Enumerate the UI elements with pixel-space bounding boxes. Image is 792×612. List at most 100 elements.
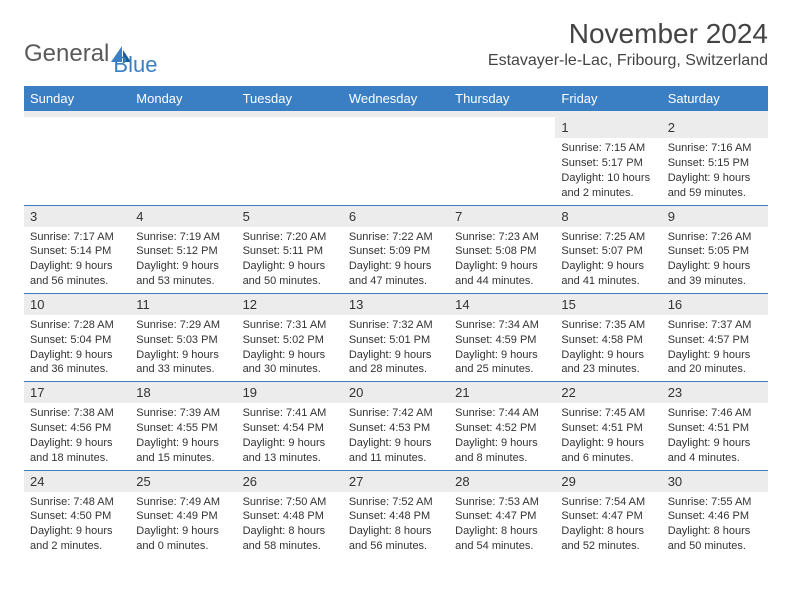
sunset-text: Sunset: 4:52 PM [455, 421, 549, 436]
day-details: Sunrise: 7:38 AMSunset: 4:56 PMDaylight:… [24, 403, 130, 469]
day-cell: 2 Sunrise: 7:16 AMSunset: 5:15 PMDaylight… [662, 117, 768, 205]
sunrise-text: Sunrise: 7:42 AM [349, 406, 443, 421]
daylight-text: Daylight: 9 hours and 30 minutes. [243, 348, 337, 378]
sunset-text: Sunset: 5:15 PM [668, 156, 762, 171]
day-details: Sunrise: 7:23 AMSunset: 5:08 PMDaylight:… [449, 227, 555, 293]
day-number: 14 [449, 294, 555, 315]
day-cell: 10Sunrise: 7:28 AMSunset: 5:04 PMDayligh… [24, 293, 130, 381]
day-cell [24, 117, 130, 205]
day-details: Sunrise: 7:34 AMSunset: 4:59 PMDaylight:… [449, 315, 555, 381]
day-number: 18 [130, 382, 236, 403]
sunset-text: Sunset: 5:07 PM [561, 244, 655, 259]
sunrise-text: Sunrise: 7:15 AM [561, 141, 655, 156]
sunset-text: Sunset: 4:51 PM [561, 421, 655, 436]
weekday-header: Monday [130, 86, 236, 111]
sunrise-text: Sunrise: 7:55 AM [668, 495, 762, 510]
day-details: Sunrise: 7:26 AMSunset: 5:05 PMDaylight:… [662, 227, 768, 293]
day-cell: 20Sunrise: 7:42 AMSunset: 4:53 PMDayligh… [343, 382, 449, 470]
sunset-text: Sunset: 5:09 PM [349, 244, 443, 259]
day-cell: 13Sunrise: 7:32 AMSunset: 5:01 PMDayligh… [343, 293, 449, 381]
weekday-header: Saturday [662, 86, 768, 111]
sunset-text: Sunset: 4:54 PM [243, 421, 337, 436]
day-number: 12 [237, 294, 343, 315]
day-number: 29 [555, 471, 661, 492]
sunset-text: Sunset: 5:01 PM [349, 333, 443, 348]
day-cell: 27Sunrise: 7:52 AMSunset: 4:48 PMDayligh… [343, 470, 449, 558]
day-cell [130, 117, 236, 205]
sunset-text: Sunset: 5:05 PM [668, 244, 762, 259]
sunset-text: Sunset: 5:08 PM [455, 244, 549, 259]
day-cell [237, 117, 343, 205]
calendar-body: 1Sunrise: 7:15 AMSunset: 5:17 PMDaylight… [24, 117, 768, 558]
day-number: 26 [237, 471, 343, 492]
day-number: 30 [662, 471, 768, 492]
day-details: Sunrise: 7:37 AMSunset: 4:57 PMDaylight:… [662, 315, 768, 381]
day-details: Sunrise: 7:52 AMSunset: 4:48 PMDaylight:… [343, 492, 449, 558]
day-details: Sunrise: 7:55 AMSunset: 4:46 PMDaylight:… [662, 492, 768, 558]
day-details: Sunrise: 7:53 AMSunset: 4:47 PMDaylight:… [449, 492, 555, 558]
day-cell: 9Sunrise: 7:26 AMSunset: 5:05 PMDaylight… [662, 205, 768, 293]
daylight-text: Daylight: 9 hours and 59 minutes. [668, 171, 762, 201]
daylight-text: Daylight: 9 hours and 11 minutes. [349, 436, 443, 466]
sunset-text: Sunset: 4:57 PM [668, 333, 762, 348]
sunrise-text: Sunrise: 7:16 AM [668, 141, 762, 156]
sunset-text: Sunset: 4:46 PM [668, 509, 762, 524]
daylight-text: Daylight: 9 hours and 13 minutes. [243, 436, 337, 466]
sunrise-text: Sunrise: 7:29 AM [136, 318, 230, 333]
day-details: Sunrise: 7:25 AMSunset: 5:07 PMDaylight:… [555, 227, 661, 293]
month-title: November 2024 [488, 18, 768, 50]
sunrise-text: Sunrise: 7:46 AM [668, 406, 762, 421]
day-details: Sunrise: 7:45 AMSunset: 4:51 PMDaylight:… [555, 403, 661, 469]
day-details: Sunrise: 7:41 AMSunset: 4:54 PMDaylight:… [237, 403, 343, 469]
day-number: 9 [662, 206, 768, 227]
day-cell: 14Sunrise: 7:34 AMSunset: 4:59 PMDayligh… [449, 293, 555, 381]
daylight-text: Daylight: 10 hours and 2 minutes. [561, 171, 655, 201]
day-cell [343, 117, 449, 205]
sunrise-text: Sunrise: 7:52 AM [349, 495, 443, 510]
sunset-text: Sunset: 5:12 PM [136, 244, 230, 259]
day-details: Sunrise: 7:15 AMSunset: 5:17 PMDaylight:… [555, 138, 661, 204]
day-number: 4 [130, 206, 236, 227]
daylight-text: Daylight: 9 hours and 4 minutes. [668, 436, 762, 466]
week-row: 17Sunrise: 7:38 AMSunset: 4:56 PMDayligh… [24, 382, 768, 470]
day-details: Sunrise: 7:31 AMSunset: 5:02 PMDaylight:… [237, 315, 343, 381]
weekday-header-row: Sunday Monday Tuesday Wednesday Thursday… [24, 86, 768, 111]
day-details: Sunrise: 7:44 AMSunset: 4:52 PMDaylight:… [449, 403, 555, 469]
day-cell: 15Sunrise: 7:35 AMSunset: 4:58 PMDayligh… [555, 293, 661, 381]
sunset-text: Sunset: 4:56 PM [30, 421, 124, 436]
sunrise-text: Sunrise: 7:54 AM [561, 495, 655, 510]
calendar-table: Sunday Monday Tuesday Wednesday Thursday… [24, 86, 768, 558]
sunrise-text: Sunrise: 7:23 AM [455, 230, 549, 245]
day-number: 13 [343, 294, 449, 315]
sunset-text: Sunset: 5:03 PM [136, 333, 230, 348]
sunrise-text: Sunrise: 7:31 AM [243, 318, 337, 333]
sunrise-text: Sunrise: 7:25 AM [561, 230, 655, 245]
sunset-text: Sunset: 4:47 PM [455, 509, 549, 524]
day-cell: 29Sunrise: 7:54 AMSunset: 4:47 PMDayligh… [555, 470, 661, 558]
sunrise-text: Sunrise: 7:37 AM [668, 318, 762, 333]
sunrise-text: Sunrise: 7:34 AM [455, 318, 549, 333]
sunset-text: Sunset: 5:17 PM [561, 156, 655, 171]
day-details: Sunrise: 7:19 AMSunset: 5:12 PMDaylight:… [130, 227, 236, 293]
day-number: 5 [237, 206, 343, 227]
day-cell: 24Sunrise: 7:48 AMSunset: 4:50 PMDayligh… [24, 470, 130, 558]
sunrise-text: Sunrise: 7:19 AM [136, 230, 230, 245]
weekday-header: Thursday [449, 86, 555, 111]
title-block: November 2024 Estavayer-le-Lac, Fribourg… [488, 18, 768, 70]
daylight-text: Daylight: 9 hours and 23 minutes. [561, 348, 655, 378]
day-details: Sunrise: 7:49 AMSunset: 4:49 PMDaylight:… [130, 492, 236, 558]
day-number: 2 [662, 117, 768, 138]
daylight-text: Daylight: 8 hours and 54 minutes. [455, 524, 549, 554]
weekday-header: Wednesday [343, 86, 449, 111]
sunset-text: Sunset: 4:48 PM [349, 509, 443, 524]
day-details: Sunrise: 7:54 AMSunset: 4:47 PMDaylight:… [555, 492, 661, 558]
sunrise-text: Sunrise: 7:35 AM [561, 318, 655, 333]
daylight-text: Daylight: 9 hours and 15 minutes. [136, 436, 230, 466]
day-cell: 1Sunrise: 7:15 AMSunset: 5:17 PMDaylight… [555, 117, 661, 205]
day-details: Sunrise: 7:42 AMSunset: 4:53 PMDaylight:… [343, 403, 449, 469]
day-details: Sunrise: 7:28 AMSunset: 5:04 PMDaylight:… [24, 315, 130, 381]
sunrise-text: Sunrise: 7:50 AM [243, 495, 337, 510]
day-number: 15 [555, 294, 661, 315]
day-details: Sunrise: 7:22 AMSunset: 5:09 PMDaylight:… [343, 227, 449, 293]
day-cell: 7Sunrise: 7:23 AMSunset: 5:08 PMDaylight… [449, 205, 555, 293]
